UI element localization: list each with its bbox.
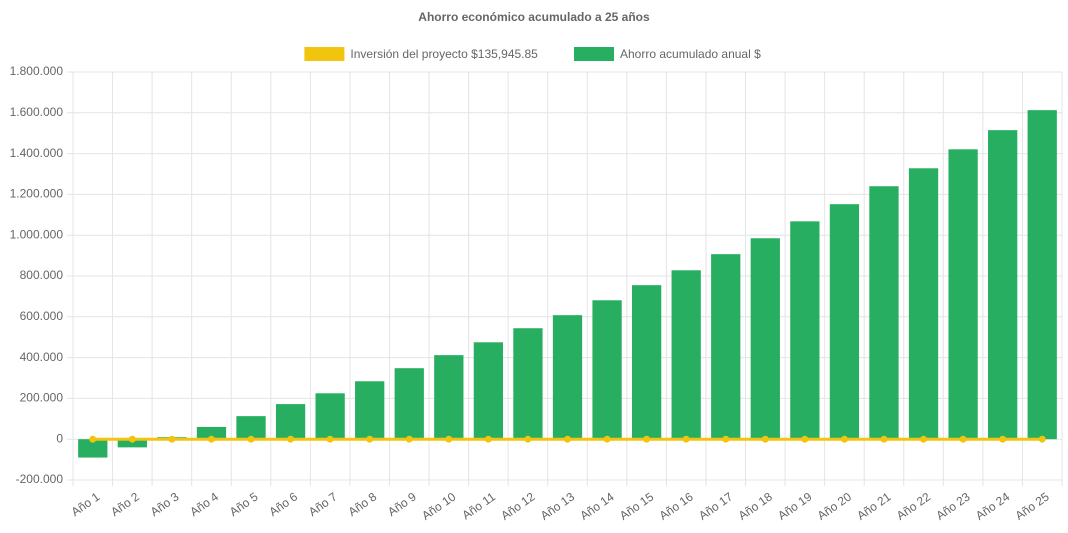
x-tick-label: Año 8 — [346, 489, 380, 519]
line-point — [1038, 435, 1046, 443]
bar — [750, 238, 780, 440]
x-tick-label: Año 16 — [657, 489, 696, 522]
x-tick-label: Año 23 — [933, 489, 972, 522]
line-point — [682, 435, 690, 443]
bar — [631, 285, 662, 440]
y-tick-label: 600.000 — [20, 309, 64, 323]
y-tick-label: -200.000 — [16, 472, 64, 486]
bar — [948, 149, 978, 440]
line-point — [801, 435, 809, 443]
line-point — [405, 435, 413, 443]
line-point — [287, 435, 295, 443]
bar — [236, 416, 266, 440]
bar — [355, 381, 385, 440]
bar — [315, 393, 345, 440]
line-point — [603, 435, 611, 443]
x-tick-label: Año 18 — [736, 489, 775, 522]
x-tick-label: Año 7 — [306, 489, 340, 519]
line-point — [840, 435, 848, 443]
bar — [829, 204, 860, 440]
x-tick-label: Año 6 — [266, 489, 300, 519]
x-tick-label: Año 10 — [419, 489, 458, 522]
legend-swatch — [304, 47, 345, 61]
bar — [790, 221, 820, 440]
bar — [1027, 110, 1057, 440]
line-point — [89, 435, 97, 443]
line-point — [999, 435, 1007, 443]
x-tick-label: Año 17 — [696, 489, 735, 522]
line-point — [326, 435, 334, 443]
bar — [513, 328, 543, 440]
x-tick-label: Año 4 — [187, 489, 221, 519]
line-point — [959, 435, 967, 443]
chart-title: Ahorro económico acumulado a 25 años — [418, 10, 650, 24]
line-point — [366, 435, 374, 443]
bar — [988, 130, 1018, 440]
x-tick-label: Año 21 — [854, 489, 893, 522]
bar — [671, 270, 701, 440]
y-tick-label: 1.800.000 — [10, 64, 64, 78]
bar — [869, 186, 899, 440]
bar — [592, 300, 622, 440]
x-tick-label: Año 9 — [385, 489, 419, 519]
line-point — [207, 435, 215, 443]
x-tick-label: Año 13 — [538, 489, 577, 522]
y-tick-label: 400.000 — [20, 350, 64, 364]
line-point — [524, 435, 532, 443]
x-tick-label: Año 25 — [1013, 489, 1052, 522]
line-point — [761, 435, 769, 443]
line-point — [445, 435, 453, 443]
bar — [394, 368, 424, 440]
x-tick-label: Año 5 — [227, 489, 261, 519]
x-tick-label: Año 19 — [775, 489, 814, 522]
y-tick-label: 1.000.000 — [10, 227, 64, 241]
x-tick-label: Año 2 — [108, 489, 142, 519]
x-tick-label: Año 14 — [577, 489, 616, 522]
y-tick-label: 1.400.000 — [10, 146, 64, 160]
bar — [196, 426, 227, 440]
bar — [275, 404, 306, 440]
line-point — [880, 435, 888, 443]
bar — [552, 315, 583, 440]
bar — [908, 168, 939, 440]
bar — [78, 439, 108, 458]
x-tick-label: Año 12 — [498, 489, 537, 522]
legend-label: Ahorro acumulado anual $ — [620, 47, 761, 61]
bar — [711, 254, 741, 440]
bar — [473, 342, 504, 440]
y-tick-label: 0 — [56, 431, 63, 445]
x-tick-label: Año 15 — [617, 489, 656, 522]
line-point — [168, 435, 176, 443]
y-tick-label: 800.000 — [20, 268, 64, 282]
y-tick-label: 1.600.000 — [10, 105, 64, 119]
x-tick-label: Año 24 — [973, 489, 1012, 522]
x-tick-label: Año 11 — [459, 489, 498, 522]
bar — [434, 355, 464, 440]
line-point — [920, 435, 928, 443]
legend-swatch — [574, 47, 614, 61]
y-tick-label: 1.200.000 — [10, 187, 64, 201]
line-point — [643, 435, 651, 443]
line-point — [247, 435, 255, 443]
y-tick-label: 200.000 — [20, 391, 64, 405]
bar — [117, 439, 147, 448]
legend-label: Inversión del proyecto $135,945.85 — [350, 47, 538, 61]
x-tick-label: Año 22 — [894, 489, 933, 522]
x-tick-label: Año 1 — [69, 489, 103, 519]
x-tick-label: Año 3 — [148, 489, 182, 519]
x-tick-label: Año 20 — [815, 489, 854, 522]
line-point — [128, 435, 136, 443]
line-point — [564, 435, 571, 443]
line-point — [484, 435, 492, 443]
line-point — [722, 435, 730, 443]
